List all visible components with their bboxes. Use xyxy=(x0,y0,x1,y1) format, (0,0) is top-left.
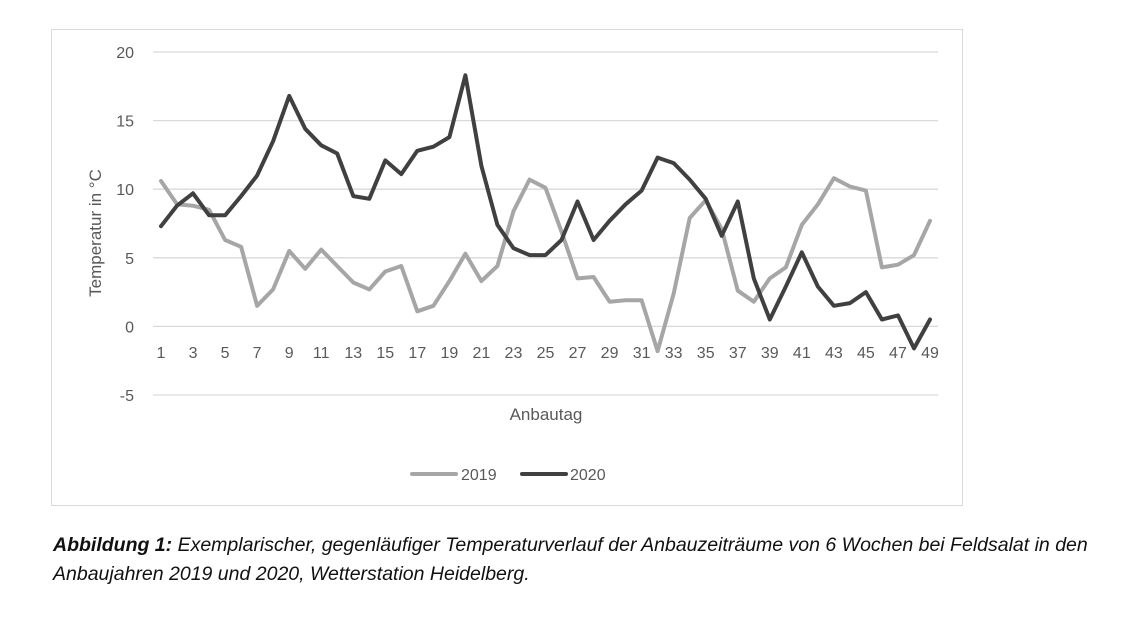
x-tick-label: 41 xyxy=(793,345,811,362)
x-tick-label: 27 xyxy=(569,345,587,362)
x-tick-label: 29 xyxy=(601,345,619,362)
series-lines xyxy=(159,73,932,354)
series-line-2019 xyxy=(159,176,932,354)
x-tick-label: 15 xyxy=(376,345,394,362)
x-tick-label: 37 xyxy=(729,345,747,362)
x-tick-label: 13 xyxy=(344,345,362,362)
x-tick-label: 33 xyxy=(665,345,683,362)
legend: 2019 2020 xyxy=(410,467,606,484)
x-tick-label: 17 xyxy=(408,345,426,362)
y-axis-label: Temperatur in °C xyxy=(86,169,105,297)
x-tick-label: 3 xyxy=(189,345,198,362)
series-line-2020 xyxy=(159,73,932,351)
x-tick-label: 23 xyxy=(505,345,523,362)
caption-label: Abbildung 1: xyxy=(53,534,173,556)
x-tick-label: 9 xyxy=(285,345,294,362)
figure-caption: Abbildung 1: Exemplarischer, gegenläufig… xyxy=(53,531,1113,589)
gridlines xyxy=(153,51,938,396)
x-tick-label: 25 xyxy=(537,345,555,362)
x-tick-label: 35 xyxy=(697,345,715,362)
x-tick-label: 43 xyxy=(825,345,843,362)
x-tick-label: 47 xyxy=(889,345,907,362)
y-tick-label: 0 xyxy=(125,319,134,336)
x-tick-label: 7 xyxy=(253,345,262,362)
y-tick-label: 10 xyxy=(116,182,134,199)
legend-label-2020: 2020 xyxy=(570,467,606,484)
y-tick-label: -5 xyxy=(120,388,134,405)
y-tick-label: 20 xyxy=(116,45,134,62)
x-tick-label: 19 xyxy=(440,345,458,362)
y-tick-label: 15 xyxy=(116,114,134,131)
x-tick-label: 11 xyxy=(313,345,330,362)
x-tick-labels: 1 3 5 7 9 11 13 15 17 19 21 23 25 27 29 31 33 35 37 39 41 43 4… xyxy=(157,345,939,362)
x-tick-label: 49 xyxy=(921,345,939,362)
y-tick-label: 5 xyxy=(125,251,134,268)
x-tick-label: 31 xyxy=(633,345,651,362)
x-tick-label: 45 xyxy=(857,345,875,362)
caption-text: Exemplarischer, gegenläufiger Temperatur… xyxy=(53,534,1088,585)
x-tick-label: 1 xyxy=(157,345,166,362)
y-tick-labels: 20 15 10 5 0 -5 xyxy=(116,45,134,405)
x-tick-label: 5 xyxy=(221,345,230,362)
x-tick-label: 39 xyxy=(761,345,779,362)
x-axis-label: Anbautag xyxy=(510,405,583,424)
legend-label-2019: 2019 xyxy=(461,467,497,484)
x-tick-label: 21 xyxy=(473,345,491,362)
